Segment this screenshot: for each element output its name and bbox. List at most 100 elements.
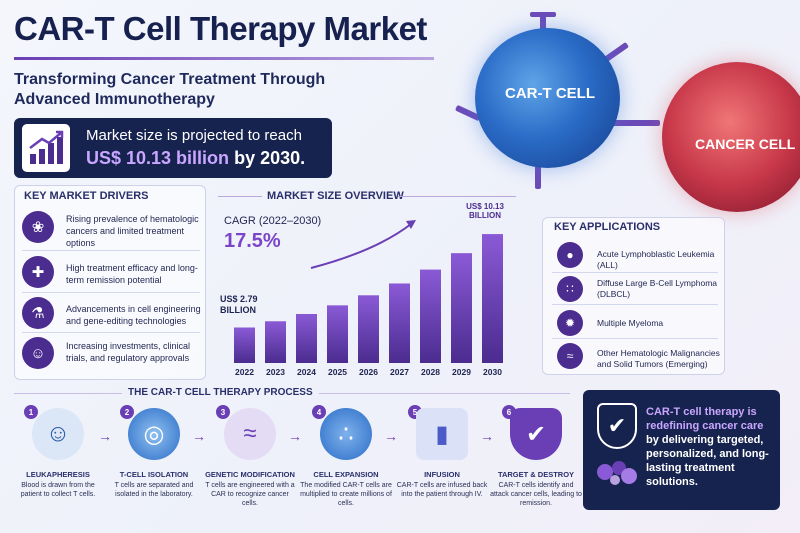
cells-icon: ∷ bbox=[557, 276, 583, 302]
divider bbox=[552, 304, 718, 305]
arrow-right-icon: → bbox=[480, 428, 494, 444]
drivers-title: KEY MARKET DRIVERS bbox=[24, 190, 149, 202]
application-item: Acute Lymphoblastic Leukemia (ALL) bbox=[597, 249, 715, 270]
dna-icon: ≈ bbox=[557, 343, 583, 369]
chart-title-rule bbox=[398, 196, 516, 197]
divider bbox=[552, 272, 718, 273]
cancer-cell-label: CANCER CELL bbox=[695, 136, 796, 152]
market-size-bar-chart: 2022 2023 2024 2025 2026 2027 2028 2029 2030 US$… bbox=[220, 202, 504, 377]
step-title: LEUKAPHERESIS bbox=[26, 470, 90, 479]
summary-rest: by delivering targeted, personalized, an… bbox=[646, 434, 769, 488]
cell-cluster-icon: ∴ bbox=[320, 408, 372, 460]
title-underline bbox=[14, 57, 434, 60]
bar-2024 bbox=[296, 314, 317, 363]
summary-text: CAR-T cell therapy is redefining cancer … bbox=[646, 405, 774, 489]
t-cell-icon: ◎ bbox=[128, 408, 180, 460]
ribbon-icon: ❀ bbox=[22, 211, 54, 243]
step-description: CAR-T cells identify and attack cancer c… bbox=[490, 482, 582, 507]
driver-item: Increasing investments, clinical trials,… bbox=[66, 341, 191, 363]
bar-2029 bbox=[451, 253, 472, 363]
application-item: Diffuse Large B-Cell Lymphoma (DLBCL) bbox=[597, 278, 718, 299]
cells-icon bbox=[597, 461, 637, 485]
process-title: THE CAR-T CELL THERAPY PROCESS bbox=[122, 387, 319, 398]
page-title: CAR-T Cell Therapy Market bbox=[14, 10, 427, 47]
growth-trend-arrow bbox=[310, 223, 412, 269]
x-tick-label: 2027 bbox=[390, 367, 409, 377]
divider bbox=[22, 292, 200, 293]
chart-title-rule bbox=[218, 196, 262, 197]
step-title: INFUSION bbox=[424, 470, 460, 479]
arrowhead-icon bbox=[406, 220, 416, 229]
bar-2022 bbox=[234, 327, 255, 363]
bar-2025 bbox=[327, 305, 348, 363]
step-number: 3 bbox=[216, 405, 230, 419]
step-number: 4 bbox=[312, 405, 326, 419]
divider bbox=[22, 332, 200, 333]
virus-icon: ✹ bbox=[557, 310, 583, 336]
x-tick-label: 2024 bbox=[297, 367, 316, 377]
dna-icon: ≈ bbox=[224, 408, 276, 460]
x-tick-label: 2029 bbox=[452, 367, 471, 377]
bar-growth-icon bbox=[22, 124, 70, 172]
divider bbox=[22, 250, 200, 251]
bar-2028 bbox=[420, 269, 441, 363]
receptor-icon bbox=[600, 120, 660, 126]
drop-icon: ● bbox=[557, 242, 583, 268]
arrow-right-icon: → bbox=[384, 428, 398, 444]
summary-highlight: CAR-T cell therapy is redefining cancer … bbox=[646, 406, 764, 432]
car-t-cell-label: CAR-T CELL bbox=[505, 85, 595, 102]
cancer-cell-illustration bbox=[662, 62, 800, 212]
end-value-label: US$ 10.13 BILLION bbox=[466, 202, 504, 220]
step-title: T-CELL ISOLATION bbox=[119, 470, 189, 479]
receptor-icon bbox=[530, 12, 556, 17]
divider bbox=[552, 338, 718, 339]
x-tick-label: 2023 bbox=[266, 367, 285, 377]
cagr-label: CAGR (2022–2030) bbox=[224, 215, 322, 227]
receptor-icon bbox=[535, 165, 541, 189]
step-description: T cells are engineered with a CAR to rec… bbox=[205, 482, 295, 507]
patient-iv-icon: ☺ bbox=[32, 408, 84, 460]
iv-bag-icon: ▮ bbox=[416, 408, 468, 460]
application-item: Other Hematologic Malignancies and Solid… bbox=[597, 348, 720, 369]
market-size-value-line: US$ 10.13 billion by 2030. bbox=[86, 148, 305, 169]
bar-2030 bbox=[482, 234, 503, 363]
flask-icon: ⚗ bbox=[22, 297, 54, 329]
x-tick-label: 2030 bbox=[483, 367, 502, 377]
step-description: Blood is drawn from the patient to colle… bbox=[20, 482, 96, 498]
market-size-value: US$ 10.13 billion bbox=[86, 148, 230, 168]
step-description: CAR-T cells are infused back into the pa… bbox=[396, 482, 488, 498]
arrow-right-icon: → bbox=[192, 428, 206, 444]
shield-plus-icon: ✚ bbox=[22, 256, 54, 288]
shield-check-icon: ✔ bbox=[597, 403, 637, 449]
x-tick-label: 2026 bbox=[359, 367, 378, 377]
driver-item: High treatment efficacy and long-term re… bbox=[66, 263, 198, 285]
step-number: 1 bbox=[24, 405, 38, 419]
car-t-cell-illustration bbox=[475, 28, 620, 168]
shield-check-icon: ✔ bbox=[510, 408, 562, 460]
step-title: GENETIC MODIFICATION bbox=[205, 470, 295, 479]
step-number: 2 bbox=[120, 405, 134, 419]
applications-title: KEY APPLICATIONS bbox=[554, 221, 661, 233]
market-size-text: Market size is projected to reach bbox=[86, 127, 302, 144]
arrow-right-icon: → bbox=[98, 428, 112, 444]
bar-2023 bbox=[265, 321, 286, 363]
step-title: TARGET & DESTROY bbox=[497, 470, 575, 479]
step-description: The modified CAR-T cells are multiplied … bbox=[300, 482, 392, 507]
driver-item: Advancements in cell engineering and gen… bbox=[66, 304, 201, 326]
x-tick-label: 2022 bbox=[235, 367, 254, 377]
chart-title: MARKET SIZE OVERVIEW bbox=[267, 190, 404, 202]
x-tick-label: 2025 bbox=[328, 367, 347, 377]
step-description: T cells are separated and isolated in th… bbox=[114, 482, 194, 498]
market-size-suffix: by 2030. bbox=[234, 148, 306, 168]
bar-2026 bbox=[358, 295, 379, 363]
bar-2027 bbox=[389, 283, 410, 363]
people-icon: ☺ bbox=[22, 337, 54, 369]
cagr-value: 17.5% bbox=[224, 230, 281, 252]
driver-item: Rising prevalence of hematologic cancers… bbox=[66, 214, 199, 248]
receptor-icon bbox=[540, 15, 546, 37]
page-subtitle: Transforming Cancer Treatment Through Ad… bbox=[14, 71, 326, 108]
x-tick-label: 2028 bbox=[421, 367, 440, 377]
application-item: Multiple Myeloma bbox=[597, 318, 664, 328]
step-title: CELL EXPANSION bbox=[313, 470, 379, 479]
start-value-label: US$ 2.79 BILLION bbox=[220, 294, 258, 315]
